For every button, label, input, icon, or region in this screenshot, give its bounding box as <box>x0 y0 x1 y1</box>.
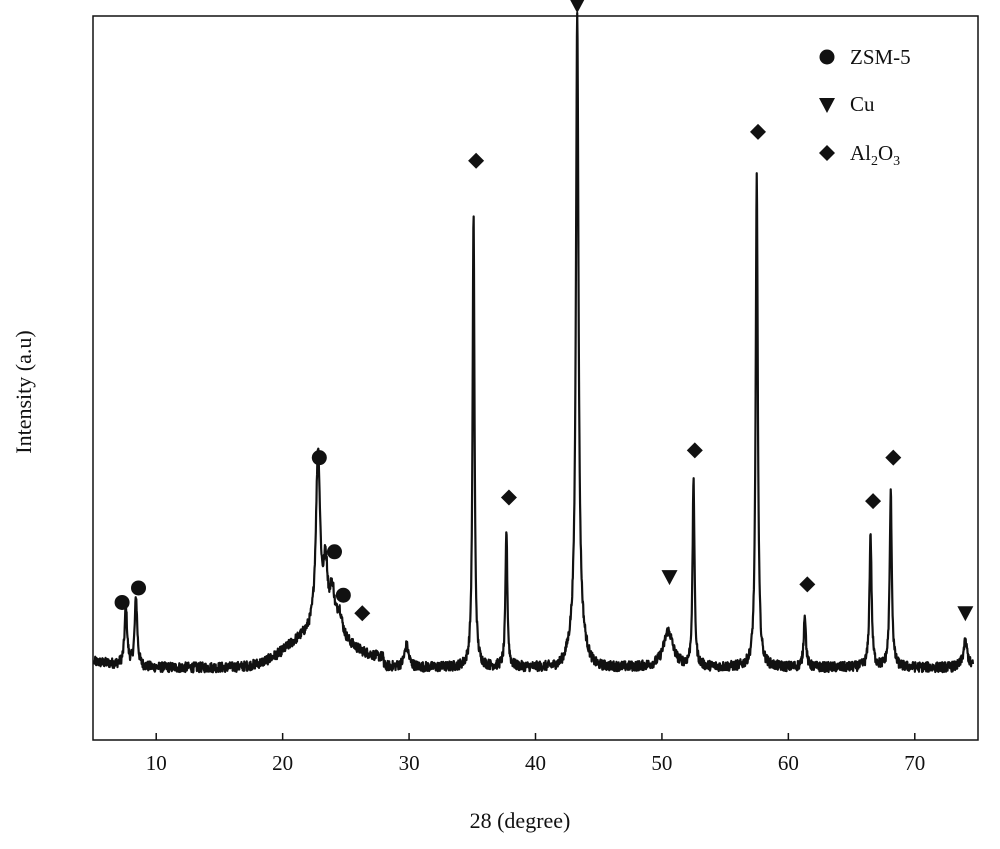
legend-label-zsm5: ZSM-5 <box>850 45 911 69</box>
legend-sub-3: 3 <box>893 154 900 169</box>
legend-al-text: Al <box>850 141 871 165</box>
legend-label-cu: Cu <box>850 92 875 116</box>
marker-circle-1 <box>131 580 147 596</box>
legend-o-text: O <box>878 141 893 165</box>
marker-diamond-10 <box>686 442 703 459</box>
plot-frame <box>92 15 979 741</box>
x-axis-ticks: 10 20 30 40 50 60 70 <box>146 733 925 775</box>
marker-circle-4 <box>335 587 351 603</box>
x-axis-title: 28 (degree) <box>470 808 571 833</box>
marker-circle-2 <box>311 450 327 466</box>
legend-symbol-cu <box>819 98 835 113</box>
y-axis-title: Intensity (a.u) <box>11 330 36 453</box>
legend-symbol-al2o3 <box>819 145 835 161</box>
x-tick-label-50: 50 <box>651 751 672 775</box>
marker-diamond-11 <box>750 123 767 140</box>
marker-triangle-15 <box>957 606 974 622</box>
legend-symbol-zsm5 <box>819 49 835 65</box>
x-tick-label-40: 40 <box>525 751 546 775</box>
legend-sub-2: 2 <box>871 154 878 169</box>
marker-circle-0 <box>114 594 130 610</box>
marker-diamond-14 <box>885 449 902 466</box>
marker-diamond-12 <box>799 576 816 593</box>
marker-diamond-5 <box>354 605 371 622</box>
x-tick-label-10: 10 <box>146 751 167 775</box>
marker-triangle-8 <box>570 0 585 14</box>
marker-triangle-9 <box>661 570 678 586</box>
spectrum-line <box>93 11 975 674</box>
spectrum-series <box>93 11 975 674</box>
x-tick-label-70: 70 <box>904 751 925 775</box>
peak-markers <box>114 0 974 622</box>
x-tick-label-60: 60 <box>778 751 799 775</box>
marker-diamond-7 <box>500 489 517 506</box>
marker-diamond-6 <box>468 152 485 169</box>
x-tick-label-30: 30 <box>399 751 420 775</box>
legend-label-al2o3: Al2O3 <box>850 141 900 169</box>
x-tick-label-20: 20 <box>272 751 293 775</box>
marker-circle-3 <box>326 544 342 560</box>
legend: ZSM-5 Cu Al2O3 <box>819 45 911 169</box>
marker-diamond-13 <box>865 493 882 510</box>
